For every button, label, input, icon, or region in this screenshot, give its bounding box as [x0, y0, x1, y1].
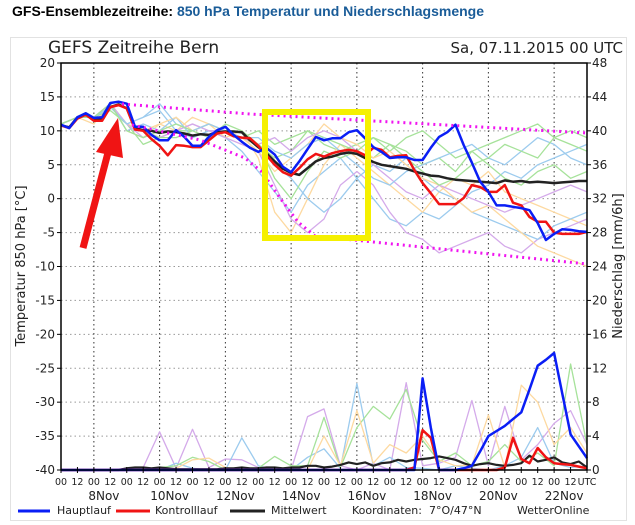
left-tick-label: -20 [35, 327, 55, 341]
date-label: 16Nov [348, 489, 387, 503]
date-label: 22Nov [545, 489, 584, 503]
x-tick-label: 12 [137, 477, 149, 488]
right-axis-label: Niederschlag [mm/6h] [611, 193, 626, 338]
legend-label-mittelwert: Mittelwert [271, 504, 327, 517]
page-header: GFS-Ensemblezeitreihe: 850 hPa Temperatu… [12, 3, 484, 19]
right-tick-label: 24 [592, 260, 607, 274]
x-tick-label: 12 [71, 477, 83, 488]
credit-text: WetterOnline [517, 504, 590, 517]
temp-member-line [60, 103, 588, 234]
x-tick-label: 00 [482, 477, 494, 488]
chart-frame [10, 37, 627, 521]
left-tick-label: 0 [47, 192, 55, 206]
left-tick-label: 10 [40, 124, 55, 138]
left-tick-label: -40 [35, 463, 55, 477]
right-tick-label: 48 [592, 56, 607, 70]
left-tick-label: 5 [47, 158, 55, 172]
temp-member-line [60, 109, 588, 186]
x-tick-label: 12 [367, 477, 379, 488]
left-tick-label: -25 [35, 361, 55, 375]
right-tick-label: 44 [592, 90, 607, 104]
x-tick-label: 00 [449, 477, 461, 488]
x-tick-label: 12 [269, 477, 281, 488]
date-label: 18Nov [413, 489, 452, 503]
left-tick-label: -30 [35, 395, 55, 409]
coordinates-text: Koordinaten: 7°O/47°N [352, 504, 482, 517]
x-tick-label: 12 [203, 477, 215, 488]
x-tick-label: 12 [499, 477, 511, 488]
left-tick-label: 20 [40, 56, 55, 70]
x-tick-label: 00 [88, 477, 100, 488]
x-tick-label: 12 [433, 477, 445, 488]
temp-member-line [60, 103, 588, 186]
right-tick-label: 4 [592, 429, 600, 443]
x-tick-label: 00 [318, 477, 330, 488]
x-tick-label: 12 [236, 477, 248, 488]
x-tick-label: 00 [55, 477, 67, 488]
right-tick-label: 8 [592, 395, 600, 409]
date-label: 14Nov [282, 489, 321, 503]
header-title: 850 hPa Temperatur und Niederschlagsmeng… [176, 3, 485, 19]
x-tick-label: UTC [578, 477, 597, 488]
right-tick-label: 32 [592, 192, 607, 206]
left-tick-label: -15 [35, 293, 55, 307]
left-axis-label: Temperatur 850 hPa [°C] [14, 185, 29, 347]
x-tick-label: 12 [302, 477, 314, 488]
x-tick-label: 00 [121, 477, 133, 488]
temp-member-line [60, 103, 588, 241]
arrow-head-icon [96, 118, 123, 158]
left-tick-label: -35 [35, 429, 55, 443]
x-tick-label: 12 [565, 477, 577, 488]
x-tick-label: 00 [384, 477, 396, 488]
main-series [60, 100, 589, 472]
date-label: 8Nov [88, 489, 119, 503]
x-tick-label: 00 [417, 477, 429, 488]
left-tick-label: -10 [35, 260, 55, 274]
right-tick-label: 12 [592, 361, 607, 375]
x-tick-label: 12 [466, 477, 478, 488]
date-label: 20Nov [479, 489, 518, 503]
x-tick-label: 00 [252, 477, 264, 488]
x-tick-label: 00 [548, 477, 560, 488]
x-tick-label: 12 [104, 477, 116, 488]
legend-label-kontrolllauf: Kontrolllauf [155, 504, 219, 517]
x-tick-label: 12 [400, 477, 412, 488]
temp-member-line [60, 103, 588, 227]
axes: 20151050-5-10-15-20-25-30-35-40484440363… [35, 56, 607, 503]
legend-label-hauptlauf: Hauptlauf [57, 504, 112, 517]
right-tick-label: 40 [592, 124, 607, 138]
legend: Hauptlauf Kontrolllauf Mittelwert Koordi… [18, 504, 590, 517]
annotations [79, 102, 588, 266]
right-tick-label: 36 [592, 158, 607, 172]
date-label: 12Nov [216, 489, 255, 503]
x-tick-label: 12 [334, 477, 346, 488]
temp-member-line [60, 106, 588, 159]
chart-title: GEFS Zeitreihe Bern [48, 38, 219, 58]
temp-member-line [60, 103, 588, 268]
x-tick-label: 00 [154, 477, 166, 488]
precip-member-line [61, 382, 588, 471]
x-tick-label: 12 [170, 477, 182, 488]
right-tick-label: 28 [592, 226, 607, 240]
right-tick-label: 20 [592, 293, 607, 307]
x-tick-label: 12 [532, 477, 544, 488]
x-tick-label: 00 [515, 477, 527, 488]
temp-kontrolllauf-line [60, 103, 588, 236]
date-label: 10Nov [150, 489, 189, 503]
header-prefix: GFS-Ensemblezeitreihe: [12, 3, 174, 19]
x-tick-label: 00 [186, 477, 198, 488]
x-tick-label: 00 [219, 477, 231, 488]
temp-hauptlauf-line [60, 100, 588, 242]
right-tick-label: 16 [592, 327, 607, 341]
x-tick-label: 00 [351, 477, 363, 488]
x-tick-label: 00 [285, 477, 297, 488]
upper-envelope-line [121, 102, 588, 135]
right-tick-label: 0 [592, 463, 600, 477]
highlight-box [262, 109, 371, 241]
left-tick-label: 15 [40, 90, 55, 104]
left-tick-label: -5 [43, 226, 55, 240]
arrow-shaft [79, 144, 114, 249]
chart-date: Sa, 07.11.2015 00 UTC [451, 39, 624, 57]
